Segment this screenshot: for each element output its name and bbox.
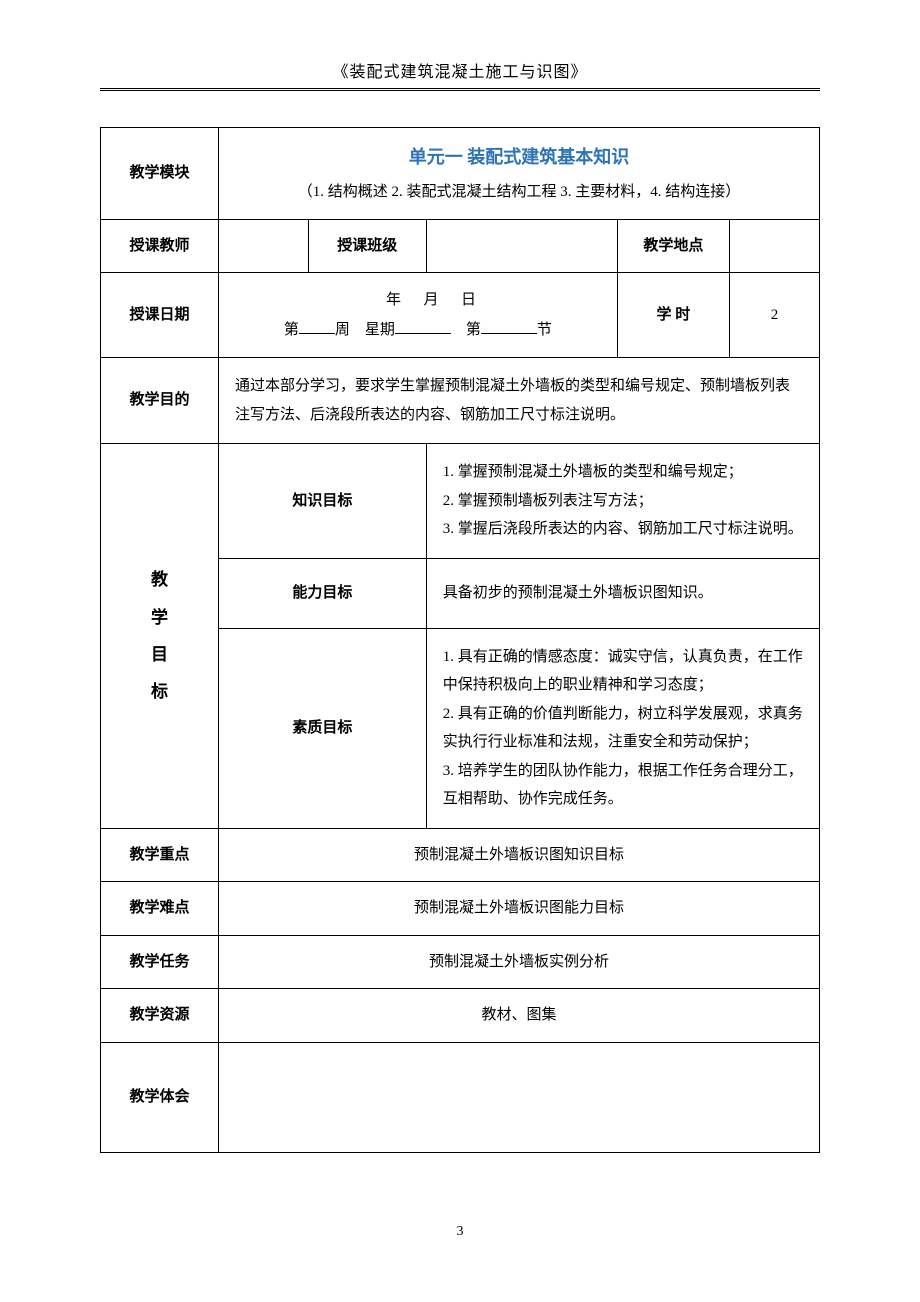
lesson-plan-table: 教学模块 单元一 装配式建筑基本知识 （1. 结构概述 2. 装配式混凝土结构工… bbox=[100, 127, 820, 1153]
header-rule bbox=[100, 88, 820, 91]
row-obj-knowledge: 教 学 目 标 知识目标 1. 掌握预制混凝土外墙板的类型和编号规定； 2. 掌… bbox=[101, 444, 820, 559]
text-weekday-prefix: 星期 bbox=[365, 322, 395, 338]
blank-week bbox=[299, 333, 335, 334]
cell-reflection bbox=[218, 1042, 819, 1152]
label-class: 授课班级 bbox=[308, 219, 426, 273]
label-difficulty: 教学难点 bbox=[101, 882, 219, 936]
row-resource: 教学资源 教材、图集 bbox=[101, 989, 820, 1043]
label-focus: 教学重点 bbox=[101, 828, 219, 882]
label-knowledge: 知识目标 bbox=[218, 444, 426, 559]
label-reflection: 教学体会 bbox=[101, 1042, 219, 1152]
text-week-prefix: 第 bbox=[284, 322, 299, 338]
unit-subtitle: （1. 结构概述 2. 装配式混凝土结构工程 3. 主要材料，4. 结构连接） bbox=[229, 178, 809, 207]
label-teacher: 授课教师 bbox=[101, 219, 219, 273]
text-month: 月 bbox=[423, 292, 438, 308]
text-year: 年 bbox=[386, 292, 401, 308]
label-ability: 能力目标 bbox=[218, 558, 426, 628]
label-purpose: 教学目的 bbox=[101, 358, 219, 444]
obj-char-2: 目 bbox=[111, 636, 208, 673]
cell-class-value bbox=[426, 219, 617, 273]
row-purpose: 教学目的 通过本部分学习，要求学生掌握预制混凝土外墙板的类型和编号规定、预制墙板… bbox=[101, 358, 820, 444]
row-date: 授课日期 年 月 日 第 周 星期 第 节 bbox=[101, 273, 820, 358]
row-reflection: 教学体会 bbox=[101, 1042, 820, 1152]
cell-teacher-value bbox=[218, 219, 308, 273]
text-section-suffix: 节 bbox=[537, 322, 552, 338]
label-task: 教学任务 bbox=[101, 935, 219, 989]
page-header: 《装配式建筑混凝土施工与识图》 bbox=[0, 0, 920, 91]
cell-resource: 教材、图集 bbox=[218, 989, 819, 1043]
cell-hours-value: 2 bbox=[730, 273, 820, 358]
text-section-prefix: 第 bbox=[466, 322, 481, 338]
cell-ability: 具备初步的预制混凝土外墙板识图知识。 bbox=[426, 558, 819, 628]
row-teacher: 授课教师 授课班级 教学地点 bbox=[101, 219, 820, 273]
unit-title: 单元一 装配式建筑基本知识 bbox=[229, 140, 809, 174]
cell-date: 年 月 日 第 周 星期 第 节 bbox=[218, 273, 617, 358]
cell-purpose: 通过本部分学习，要求学生掌握预制混凝土外墙板的类型和编号规定、预制墙板列表注写方… bbox=[218, 358, 819, 444]
date-line1: 年 月 日 bbox=[360, 292, 476, 308]
cell-difficulty: 预制混凝土外墙板识图能力目标 bbox=[218, 882, 819, 936]
document-title: 《装配式建筑混凝土施工与识图》 bbox=[332, 64, 587, 81]
label-hours: 学 时 bbox=[617, 273, 729, 358]
label-resource: 教学资源 bbox=[101, 989, 219, 1043]
text-week-suffix: 周 bbox=[335, 322, 350, 338]
cell-quality: 1. 具有正确的情感态度：诚实守信，认真负责，在工作中保持积极向上的职业精神和学… bbox=[426, 628, 819, 828]
row-module: 教学模块 单元一 装配式建筑基本知识 （1. 结构概述 2. 装配式混凝土结构工… bbox=[101, 128, 820, 220]
cell-knowledge: 1. 掌握预制混凝土外墙板的类型和编号规定； 2. 掌握预制墙板列表注写方法； … bbox=[426, 444, 819, 559]
date-line2: 第 周 星期 第 节 bbox=[284, 322, 552, 338]
cell-focus: 预制混凝土外墙板识图知识目标 bbox=[218, 828, 819, 882]
text-day: 日 bbox=[461, 292, 476, 308]
lesson-plan-table-wrap: 教学模块 单元一 装配式建筑基本知识 （1. 结构概述 2. 装配式混凝土结构工… bbox=[100, 127, 820, 1153]
label-module: 教学模块 bbox=[101, 128, 219, 220]
cell-task: 预制混凝土外墙板实例分析 bbox=[218, 935, 819, 989]
label-quality: 素质目标 bbox=[218, 628, 426, 828]
label-date: 授课日期 bbox=[101, 273, 219, 358]
cell-module: 单元一 装配式建筑基本知识 （1. 结构概述 2. 装配式混凝土结构工程 3. … bbox=[218, 128, 819, 220]
cell-place-value bbox=[730, 219, 820, 273]
label-place: 教学地点 bbox=[617, 219, 729, 273]
page-number: 3 bbox=[0, 1224, 920, 1240]
row-difficulty: 教学难点 预制混凝土外墙板识图能力目标 bbox=[101, 882, 820, 936]
obj-char-1: 学 bbox=[111, 599, 208, 636]
row-focus: 教学重点 预制混凝土外墙板识图知识目标 bbox=[101, 828, 820, 882]
obj-char-3: 标 bbox=[111, 673, 208, 710]
row-task: 教学任务 预制混凝土外墙板实例分析 bbox=[101, 935, 820, 989]
blank-weekday bbox=[395, 333, 451, 334]
label-objectives: 教 学 目 标 bbox=[101, 444, 219, 829]
obj-char-0: 教 bbox=[111, 561, 208, 598]
blank-section bbox=[481, 333, 537, 334]
